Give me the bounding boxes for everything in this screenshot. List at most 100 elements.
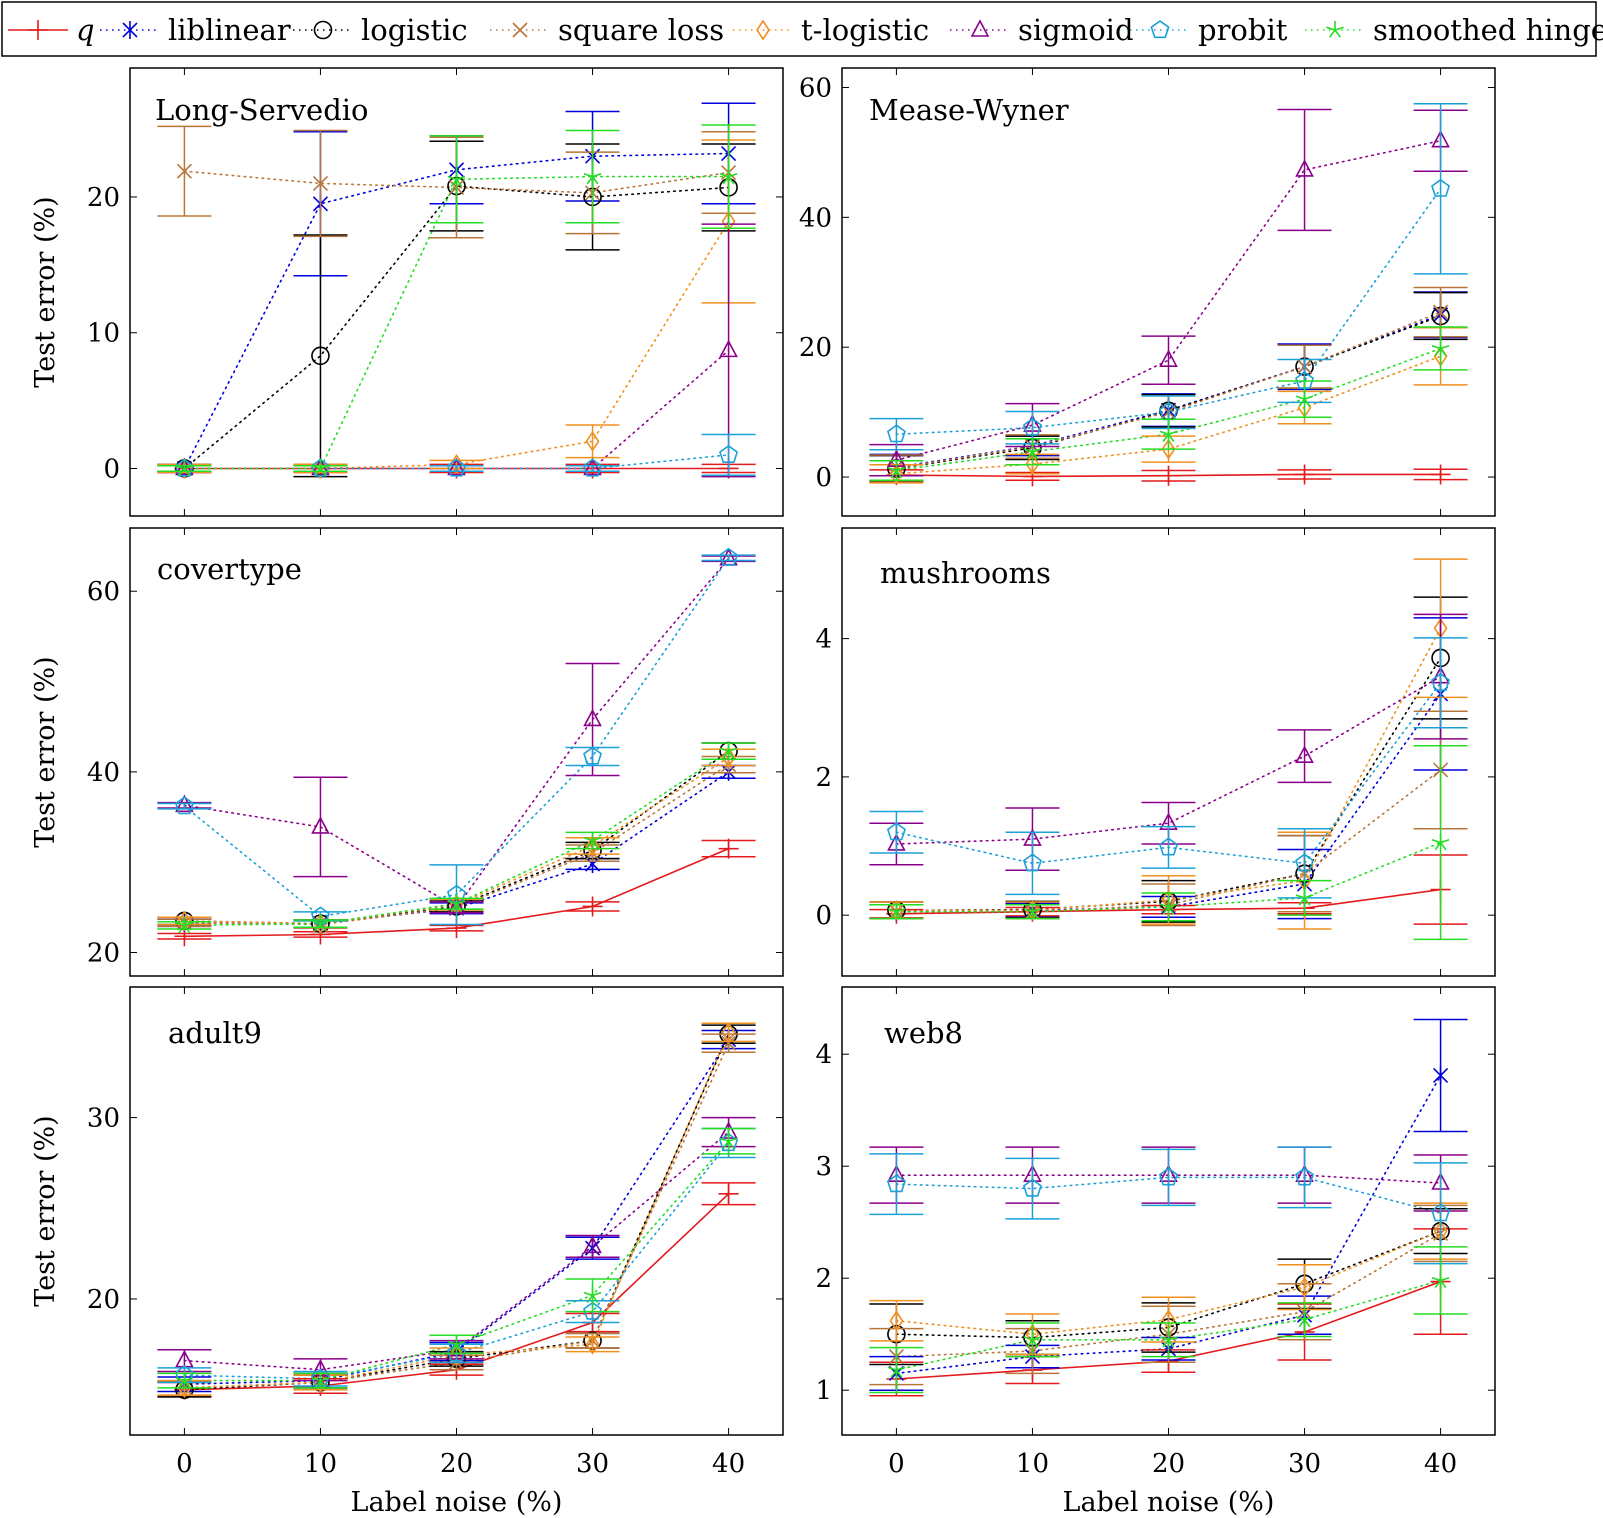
- x-axis-title: Label noise (%): [1063, 1487, 1275, 1518]
- errorbar-sigmoid-20: [1141, 335, 1196, 385]
- series-line-square: [895, 1232, 1442, 1358]
- errorbar-probit-40: [1413, 637, 1468, 729]
- legend-label-logistic: logistic: [361, 13, 468, 47]
- series-line-tlogistic: [183, 756, 730, 925]
- point-hinge-20: [447, 894, 466, 912]
- y-tick-label: 4: [815, 1040, 832, 1070]
- y-tick-label: 4: [815, 625, 832, 655]
- point-probit-0: [886, 1174, 906, 1193]
- panel-mushrooms: 0 2 4 mushrooms: [815, 527, 1496, 977]
- series-line-hinge: [895, 347, 1442, 472]
- legend-label-sigmoid: sigmoid: [1018, 13, 1134, 47]
- panel-adult9: 0 10 20 30 40 20 30 adult9 Test error (%) Label n…: [30, 986, 784, 1518]
- series-line-hinge: [183, 750, 730, 927]
- point-tlogistic-0: [889, 1310, 904, 1332]
- errorbar-probit-0: [869, 417, 924, 451]
- point-hinge-0: [887, 1360, 906, 1378]
- y-tick-label: 2: [815, 1264, 832, 1294]
- x-tick-label: 10: [304, 1449, 337, 1479]
- point-probit-40: [719, 444, 739, 464]
- point-q-20: [1158, 465, 1179, 486]
- point-liblinear-40: [1433, 1066, 1449, 1085]
- legend-label-probit: probit: [1198, 13, 1288, 47]
- plot-content: [157, 1021, 756, 1400]
- x-tick-label: 0: [888, 1449, 905, 1479]
- point-probit-10: [1022, 853, 1042, 872]
- point-probit-20: [446, 1343, 467, 1362]
- y-tick-label: 60: [799, 73, 832, 103]
- point-probit-40: [1431, 1203, 1451, 1222]
- point-probit-0: [174, 458, 194, 477]
- legend-marker-q: [28, 20, 48, 40]
- errorbar-probit-20: [1141, 1148, 1196, 1207]
- legend-marker-logistic: [313, 20, 333, 40]
- point-hinge-30: [583, 167, 602, 185]
- point-tlogistic-30: [1297, 1276, 1312, 1298]
- point-hinge-10: [1023, 902, 1042, 920]
- errorbar-sigmoid-30: [1277, 108, 1332, 232]
- point-sigmoid-20: [1159, 349, 1178, 367]
- plot-content: [157, 547, 756, 947]
- errorbar-probit-40: [701, 554, 756, 562]
- legend: q liblinear logistic square loss t-logistic s…: [1, 1, 1603, 57]
- point-hinge-40: [1431, 339, 1450, 357]
- x-tick-label: 0: [176, 1449, 193, 1479]
- point-q-40: [1430, 464, 1451, 485]
- plot-content: [869, 102, 1468, 487]
- legend-label-tlogistic: t-logistic: [801, 13, 929, 47]
- legend-marker-probit: [1150, 20, 1170, 39]
- x-tick-label: 40: [712, 1449, 745, 1479]
- point-hinge-10: [311, 459, 330, 477]
- point-hinge-40: [719, 742, 738, 759]
- point-probit-40: [1431, 178, 1451, 197]
- panel-title: covertype: [157, 552, 302, 586]
- y-tick-label: 30: [87, 1104, 120, 1134]
- y-tick-label: 2: [815, 763, 832, 793]
- point-q-30: [582, 896, 603, 917]
- point-q-30: [1294, 464, 1315, 485]
- legend-label-q: q: [76, 13, 95, 47]
- point-square-40: [721, 1035, 737, 1051]
- legend-item-logistic: logistic: [293, 13, 468, 47]
- point-probit-10: [1022, 1178, 1042, 1197]
- point-hinge-40: [1431, 1271, 1450, 1289]
- point-tlogistic-30: [585, 430, 600, 452]
- point-tlogistic-40: [721, 1021, 736, 1043]
- point-probit-30: [1295, 1167, 1315, 1186]
- panel-web8: 0 10 20 30 40 1 2 3 4 web8 Label noise (%): [815, 986, 1496, 1518]
- errorbar-tlogistic-30: [565, 424, 620, 459]
- series-line-square: [183, 170, 730, 194]
- series-line-probit: [183, 1142, 730, 1380]
- point-probit-20: [1158, 837, 1179, 856]
- series-line-logistic: [895, 315, 1442, 470]
- point-probit-0: [886, 424, 906, 443]
- errorbar-probit-0: [869, 810, 924, 854]
- series-line-probit: [895, 1176, 1442, 1214]
- point-sigmoid-40: [719, 339, 738, 358]
- series-line-sigmoid: [183, 1131, 730, 1371]
- plot-content: [157, 102, 756, 479]
- point-probit-30: [583, 1301, 603, 1320]
- panel-title: Long-Servedio: [155, 93, 369, 127]
- point-hinge-20: [447, 170, 466, 188]
- legend-label-hinge: smoothed hinge: [1373, 13, 1603, 47]
- point-probit-30: [583, 746, 603, 765]
- point-hinge-10: [1023, 442, 1042, 460]
- series-line-probit: [895, 188, 1442, 436]
- errorbar-probit-10: [1005, 1157, 1060, 1220]
- point-sigmoid-30: [1295, 745, 1314, 763]
- point-probit-0: [174, 796, 194, 815]
- errorbar-probit-20: [429, 465, 484, 472]
- point-hinge-40: [1431, 833, 1450, 851]
- series-line-tlogistic: [895, 1230, 1442, 1336]
- y-tick-label: 10: [87, 319, 120, 349]
- series-line-logistic: [895, 1230, 1442, 1339]
- point-hinge-10: [1023, 1330, 1042, 1348]
- point-probit-10: [310, 458, 330, 477]
- errorbar-sigmoid-30: [1277, 729, 1332, 784]
- legend-item-tlogistic: t-logistic: [733, 13, 929, 47]
- point-hinge-30: [1295, 888, 1314, 906]
- point-square-0: [176, 163, 192, 179]
